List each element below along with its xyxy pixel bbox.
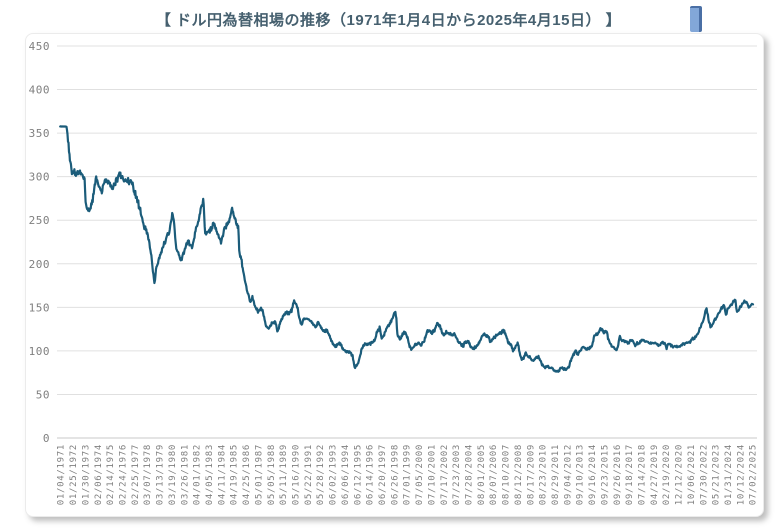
x-axis-tick-label: 08/12/2008 [514,444,524,505]
y-axis-tick-label: 350 [29,127,50,140]
x-axis-tick-label: 04/05/1983 [205,444,215,505]
x-axis-tick-label: 09/18/2017 [625,444,635,505]
x-axis-tick-label: 04/11/1984 [217,444,227,505]
x-axis-tick-label: 01/04/1971 [57,444,67,505]
blue-accent-bar [690,6,702,32]
x-axis-tick-label: 07/30/2022 [699,444,709,505]
x-axis-tick-label: 06/14/1996 [366,444,376,505]
x-axis-tick-label: 05/11/1989 [279,444,289,505]
x-axis-tick-label: 05/28/1992 [316,444,326,505]
x-axis-tick-label: 01/25/1972 [69,444,79,505]
x-axis-tick-label: 08/10/2007 [502,444,512,505]
x-axis-tick-label: 05/05/1988 [267,444,277,505]
x-axis-tick-label: 08/17/2009 [526,444,536,505]
y-axis-tick-label: 450 [29,40,50,53]
y-axis-tick-label: 400 [29,84,50,97]
x-axis-tick-label: 08/07/2006 [489,444,499,505]
x-axis-tick-label: 05/21/2023 [712,444,722,505]
x-axis-tick-label: 05/22/1991 [304,444,314,505]
x-axis-tick-label: 09/23/2015 [600,444,610,505]
x-axis-tick-label: 07/01/1999 [403,444,413,505]
chart-card [25,33,764,517]
x-axis-tick-label: 08/23/2010 [539,444,549,505]
x-axis-tick-label: 04/19/1985 [230,444,240,505]
x-axis-tick-label: 10/06/2021 [687,444,697,505]
y-axis-tick-label: 50 [36,388,50,401]
x-axis-tick-label: 05/16/1990 [291,444,301,505]
x-axis-tick-label: 04/27/2019 [650,444,660,505]
x-axis-tick-label: 06/06/1994 [341,444,351,505]
x-axis-tick-label: 12/12/2020 [675,444,685,505]
x-axis-tick-label: 07/02/2025 [749,444,759,505]
y-axis-tick-label: 250 [29,214,50,227]
x-axis-tick-label: 06/02/1993 [329,444,339,505]
x-axis-tick-label: 03/13/1979 [156,444,166,505]
y-axis-tick-label: 150 [29,301,50,314]
x-axis-tick-label: 07/23/2003 [452,444,462,505]
x-axis-tick-label: 02/24/1976 [118,444,128,505]
x-axis-tick-label: 10/12/2024 [736,444,746,505]
y-axis-tick-label: 0 [43,432,50,445]
x-axis-tick-label: 09/04/2012 [563,444,573,505]
x-axis-tick-label: 02/25/1977 [131,444,141,505]
x-axis-tick-label: 01/31/2024 [724,444,734,505]
x-axis-tick-label: 09/16/2014 [588,444,598,505]
x-axis-tick-label: 07/10/2001 [427,444,437,505]
x-axis-tick-label: 09/10/2013 [576,444,586,505]
x-axis-tick-label: 03/07/1978 [143,444,153,505]
x-axis-tick-label: 02/19/2020 [662,444,672,505]
x-axis-tick-label: 06/26/1998 [390,444,400,505]
x-axis-tick-label: 09/26/2016 [613,444,623,505]
chart-title: 【 ドル円為替相場の推移（1971年1月4日から2025年4月15日） 】 [155,12,622,29]
x-axis-tick-label: 08/29/2011 [551,444,561,505]
x-axis-tick-label: 01/30/1973 [81,444,91,505]
x-axis-tick-label: 02/06/1974 [94,444,104,505]
x-axis-tick-label: 08/01/2005 [477,444,487,505]
y-axis-tick-label: 100 [29,345,50,358]
x-axis-tick-label: 07/14/2018 [637,444,647,505]
x-axis-tick-label: 03/19/1980 [168,444,178,505]
x-axis-tick-label: 04/01/1982 [193,444,203,505]
x-axis-tick-label: 07/28/2004 [464,444,474,505]
x-axis-tick-label: 05/01/1987 [254,444,264,505]
y-axis-tick-label: 300 [29,171,50,184]
x-axis-tick-label: 06/20/1997 [378,444,388,505]
x-axis-tick-label: 03/26/1981 [180,444,190,505]
x-axis-tick-label: 06/12/1995 [353,444,363,505]
usdjpy-line-series [59,125,755,373]
x-axis-tick-label: 07/17/2002 [440,444,450,505]
x-axis-tick-label: 07/05/2000 [415,444,425,505]
x-axis-tick-label: 04/25/1986 [242,444,252,505]
y-axis-tick-label: 200 [29,258,50,271]
x-axis-tick-label: 02/14/1975 [106,444,116,505]
